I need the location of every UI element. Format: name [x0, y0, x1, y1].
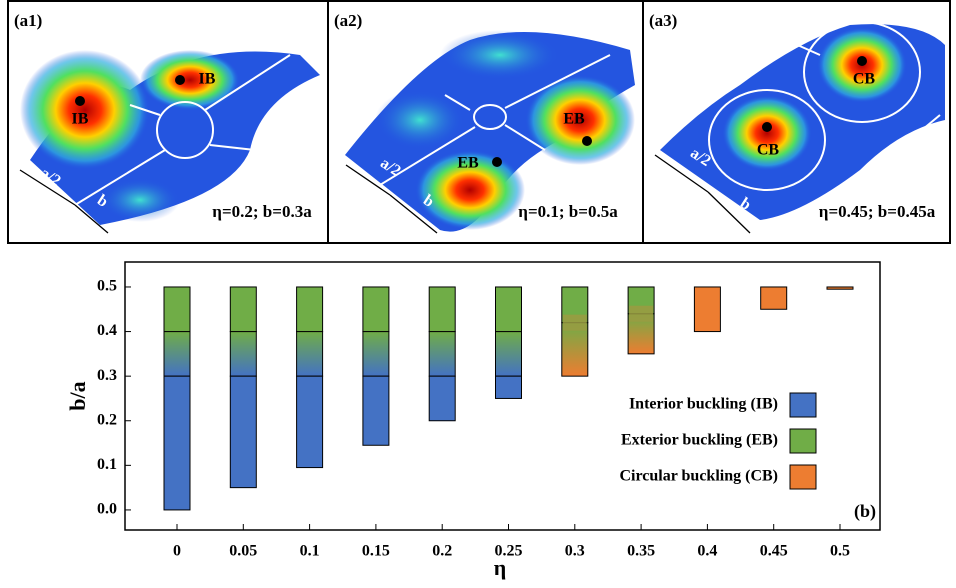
panel-label: (a1)	[14, 11, 42, 30]
x-tick-label: 0.1	[300, 543, 320, 560]
legend-label: Interior buckling (IB)	[629, 396, 778, 413]
bar-segment	[363, 287, 389, 332]
figure: (a1)η=0.2; b=0.3aIBIBa/2b(a2)η=0.1; b=0.…	[0, 0, 956, 583]
bar-segment	[164, 376, 190, 510]
bar-segment	[164, 287, 190, 332]
y-axis-label: b/a	[65, 381, 90, 410]
x-tick-label: 0.2	[432, 543, 452, 560]
x-tick-label: 0.4	[697, 543, 717, 560]
panel-label: (b)	[854, 501, 876, 522]
x-tick-label: 0.35	[627, 543, 655, 560]
transition	[297, 332, 323, 377]
transition	[429, 332, 455, 377]
y-tick-label: 0.1	[97, 456, 117, 473]
y-tick-label: 0.5	[97, 278, 117, 295]
transition	[230, 332, 256, 377]
x-tick-label: 0.45	[760, 543, 788, 560]
bar-segment	[230, 287, 256, 332]
bar-segment	[496, 376, 522, 398]
bar-segment	[297, 376, 323, 467]
bar-segment	[429, 376, 455, 421]
x-tick-label: 0.5	[830, 543, 850, 560]
surface-label: IB	[199, 71, 216, 88]
panel-caption: η=0.1; b=0.5a	[518, 202, 618, 221]
surface-label: IB	[72, 111, 89, 128]
surface-label: CB	[757, 142, 780, 159]
transition	[496, 332, 522, 377]
transition	[363, 332, 389, 377]
bar-segment	[429, 287, 455, 332]
bar-segment	[827, 287, 853, 289]
surface-a3	[660, 22, 945, 220]
x-tick-label: 0.3	[565, 543, 585, 560]
bar-segment	[562, 323, 588, 377]
bar-segment	[496, 287, 522, 332]
x-tick-label: 0.05	[229, 543, 257, 560]
transition	[164, 332, 190, 377]
x-tick-label: 0.25	[495, 543, 523, 560]
y-tick-label: 0.2	[97, 411, 117, 428]
y-tick-label: 0.4	[97, 322, 117, 339]
legend-swatch	[790, 393, 816, 417]
panel-label: (a2)	[334, 11, 362, 30]
legend-swatch	[790, 429, 816, 453]
blend	[629, 306, 653, 322]
bar-segment	[363, 376, 389, 445]
surface-label: EB	[457, 155, 479, 172]
legend-label: Circular buckling (CB)	[619, 468, 778, 485]
bar-segment	[230, 376, 256, 487]
blend	[563, 315, 587, 331]
legend-swatch	[790, 465, 816, 489]
legend-label: Exterior buckling (EB)	[621, 432, 778, 449]
panel-caption: η=0.2; b=0.3a	[212, 202, 312, 221]
bar-segment	[297, 287, 323, 332]
panel-label: (a3)	[649, 11, 677, 30]
x-tick-label: 0.15	[362, 543, 390, 560]
panel-caption: η=0.45; b=0.45a	[819, 202, 936, 221]
y-tick-label: 0.3	[97, 367, 117, 384]
bar-segment	[694, 287, 720, 332]
surface-label: EB	[563, 111, 585, 128]
x-tick-label: 0	[173, 543, 181, 560]
bar-segment	[761, 287, 787, 309]
y-tick-label: 0.0	[97, 501, 117, 518]
surface-label: CB	[853, 71, 876, 88]
